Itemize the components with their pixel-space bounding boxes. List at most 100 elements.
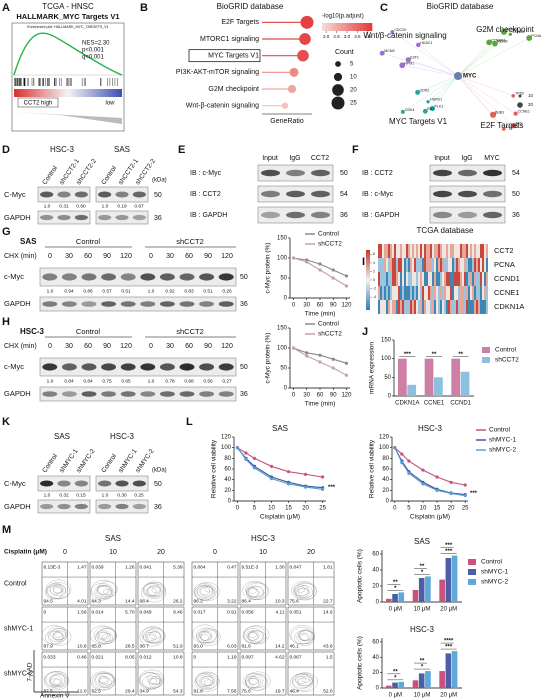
heat-cell	[390, 300, 392, 314]
quadrant-value: 14.6	[323, 609, 333, 615]
heat-cell	[446, 272, 448, 286]
density-contour	[149, 631, 161, 640]
x-tick-label: 90	[330, 303, 337, 309]
point	[449, 491, 453, 496]
heat-cell	[418, 272, 420, 286]
density-contour	[44, 671, 65, 688]
node	[422, 108, 428, 114]
heat-cell	[428, 258, 430, 272]
band	[433, 169, 452, 177]
dot	[287, 84, 297, 94]
row-label: IB : c-Myc	[190, 170, 222, 177]
bar	[418, 578, 425, 602]
heat-cell	[480, 272, 482, 286]
heat-cell	[406, 244, 408, 258]
panel-label: I	[362, 256, 365, 268]
density-contour	[148, 677, 157, 685]
size: 36	[154, 215, 162, 222]
node	[513, 111, 518, 116]
density-contour	[301, 676, 311, 683]
point	[400, 452, 404, 456]
row-label: GAPDH	[4, 213, 31, 222]
heat-cell	[438, 244, 440, 258]
quadrant-value: 87.9	[44, 643, 54, 649]
colorbar-cell	[349, 23, 353, 31]
time-label: 90	[204, 343, 212, 350]
x-axis-label: Annexin V	[40, 693, 70, 700]
heat-cell	[472, 286, 474, 300]
band	[261, 169, 280, 177]
band	[40, 214, 54, 221]
blot	[39, 357, 237, 377]
heat-cell	[486, 258, 488, 272]
quadrant-value: 10.6	[77, 643, 87, 649]
cluster-label: E2F Targets	[481, 121, 524, 130]
significance: **	[420, 564, 425, 570]
edge	[417, 75, 459, 93]
cell-line: SAS	[105, 534, 121, 543]
heat-cell	[472, 300, 474, 314]
y-tick-label: 40	[382, 477, 389, 483]
group-label: shCCT2	[176, 327, 204, 336]
band	[311, 190, 330, 198]
significance: ***	[445, 549, 453, 555]
band	[57, 191, 71, 198]
quadrant-value: 3.22	[227, 598, 237, 604]
quadrant-value: 46.1	[290, 643, 300, 649]
colorbar-cell	[344, 23, 348, 31]
quadrant-value: 4.62	[275, 654, 285, 660]
heat-cell	[420, 300, 422, 314]
heat-cell	[386, 258, 388, 272]
heat-cell	[430, 286, 432, 300]
panel-label: F	[352, 144, 359, 156]
node	[415, 89, 421, 95]
density-contour	[53, 678, 62, 685]
band	[40, 480, 54, 487]
density-contour	[142, 583, 161, 597]
quantity: 1.0	[47, 378, 54, 384]
heat-cell	[406, 272, 408, 286]
node	[508, 32, 512, 36]
band	[42, 391, 58, 397]
heat-cell	[476, 286, 478, 300]
gene-label: CCNE1	[518, 110, 530, 114]
node	[511, 93, 516, 98]
density-contour	[197, 628, 221, 646]
gene-label: CCNB1	[512, 30, 524, 34]
heat-cell	[456, 258, 458, 272]
heat-cell	[432, 286, 434, 300]
gene-label: PCNA	[531, 34, 542, 38]
y-tick-label: 0	[386, 499, 390, 505]
quadrant-value: 0.91	[227, 609, 237, 615]
quadrant-value: 81.6	[242, 643, 252, 649]
colorbar-label: 2.0	[323, 34, 330, 39]
node	[502, 127, 506, 131]
flow-plot	[191, 561, 239, 606]
density-contour	[47, 626, 68, 642]
band	[42, 363, 58, 371]
density-contour	[247, 632, 258, 641]
size-label: 10	[528, 93, 534, 98]
heat-cell	[386, 286, 388, 300]
colorbar-cell	[332, 23, 335, 31]
chx-label: CHX (min)	[4, 253, 37, 260]
heat-cell	[476, 300, 478, 314]
density-contour	[139, 669, 165, 689]
quadrant-value: 75.6	[290, 598, 300, 604]
time-label: 60	[84, 253, 92, 260]
density-contour	[297, 677, 311, 688]
heat-cell	[408, 244, 410, 258]
heat-cell	[456, 272, 458, 286]
blot	[39, 267, 237, 287]
density-contour	[48, 628, 72, 646]
gene-label: BUB1	[495, 111, 504, 115]
heat-cell	[382, 300, 384, 314]
panel-label: A	[2, 2, 10, 14]
legend-swatch	[468, 579, 476, 585]
heat-cell	[422, 244, 424, 258]
quadrant-value: 0.097	[242, 654, 254, 660]
heat-cell	[406, 300, 408, 314]
time-label: 30	[65, 343, 73, 350]
colorbar-label: 2	[373, 269, 375, 273]
density-contour	[196, 585, 215, 599]
